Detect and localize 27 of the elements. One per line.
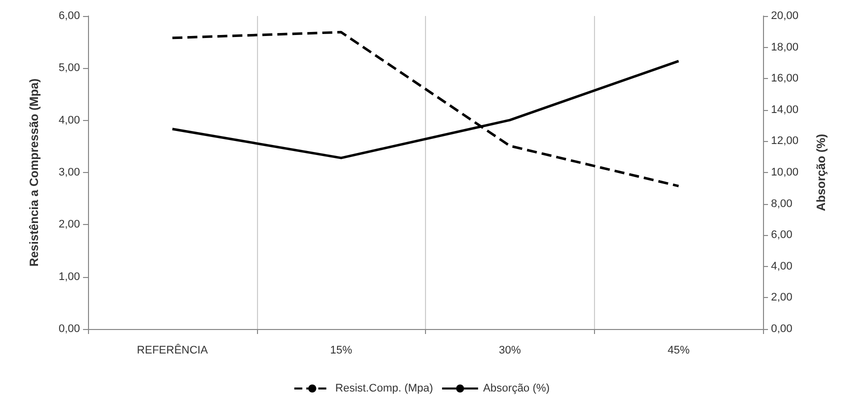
y-tick-label: 1,00 [58, 270, 80, 283]
x-tick-label: REFERÊNCIA [136, 344, 208, 356]
y2-tick-label: 10,00 [771, 166, 799, 178]
y2-tick-label: 4,00 [771, 260, 792, 272]
y2-tick-label: 20,00 [771, 10, 799, 22]
y-tick-label: 6,00 [58, 10, 80, 22]
y-tick-label: 3,00 [58, 166, 80, 178]
y2-axis-title: Absorção (%) [814, 134, 828, 212]
y-tick-label: 2,00 [58, 218, 80, 231]
y2-tick-label: 18,00 [771, 41, 799, 54]
y2-tick-label: 0,00 [771, 323, 792, 335]
y2-tick-label: 8,00 [771, 198, 792, 210]
y-tick-label: 5,00 [58, 62, 80, 74]
legend-label: Resist.Comp. (Mpa) [335, 382, 434, 394]
y2-tick-label: 12,00 [771, 135, 799, 148]
y-tick-label: 4,00 [58, 114, 80, 126]
x-tick-label: 30% [498, 344, 522, 356]
y2-tick-label: 14,00 [771, 104, 799, 116]
y-tick-label: 0,00 [58, 323, 80, 335]
y2-tick-label: 6,00 [771, 229, 792, 242]
y-axis-title: Resistência a Compressão (Mpa) [27, 78, 41, 267]
legend-label: Absorção (%) [483, 382, 550, 394]
y2-tick-label: 2,00 [771, 292, 792, 304]
x-tick-label: 15% [330, 344, 352, 356]
y2-tick-label: 16,00 [771, 72, 799, 85]
line-series [171, 30, 680, 188]
x-tick-label: 45% [668, 344, 690, 356]
